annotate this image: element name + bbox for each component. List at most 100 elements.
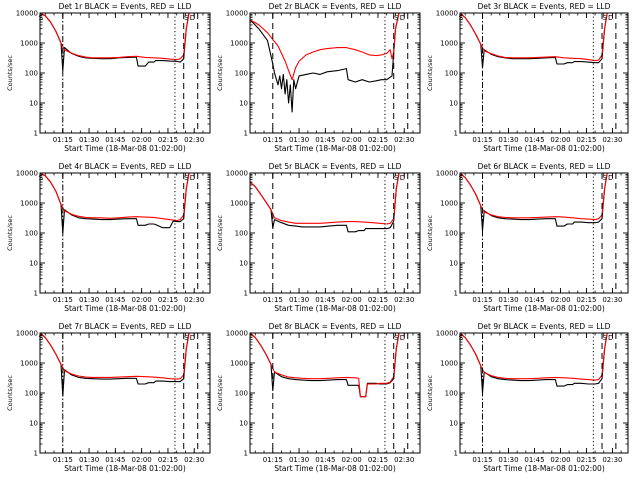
saa-marker-label: D bbox=[400, 334, 405, 342]
x-tick-label: 02:00 bbox=[342, 136, 362, 144]
x-tick-label: 02:30 bbox=[394, 296, 414, 304]
y-tick-label: 10000 bbox=[16, 10, 38, 18]
series-line-events bbox=[250, 333, 400, 398]
panel-title: Det 5r BLACK = Events, RED = LLD bbox=[269, 162, 402, 171]
panel-title: Det 6r BLACK = Events, RED = LLD bbox=[478, 162, 611, 171]
x-tick-label: 02:30 bbox=[602, 296, 622, 304]
y-tick-label: 100 bbox=[25, 70, 38, 78]
saa-marker-label: S bbox=[184, 14, 189, 22]
x-axis-label: Start Time (18-Mar-08 01:02:00) bbox=[64, 144, 186, 153]
y-tick-label: 1000 bbox=[440, 40, 458, 48]
y-axis-label: Counts/sec bbox=[6, 55, 14, 91]
series-line-lld bbox=[250, 333, 400, 398]
saa-marker-label: D bbox=[190, 174, 195, 182]
saa-marker-label: S bbox=[459, 334, 464, 342]
y-tick-label: 1000 bbox=[20, 40, 38, 48]
series-line-events bbox=[40, 333, 190, 397]
y-tick-label: 1000 bbox=[440, 360, 458, 368]
saa-marker-label: S bbox=[459, 14, 464, 22]
y-axis-label: Counts/sec bbox=[426, 215, 434, 251]
y-tick-label: 10000 bbox=[436, 330, 458, 338]
y-tick-label: 10000 bbox=[226, 170, 248, 178]
y-tick-label: 10000 bbox=[436, 10, 458, 18]
detector-panel-1: Det 1r BLACK = Events, RED = LLD 1 10 100 10… bbox=[6, 2, 211, 153]
x-tick-label: 01:30 bbox=[79, 296, 99, 304]
x-tick-label: 02:30 bbox=[394, 456, 414, 464]
x-tick-label: 01:30 bbox=[289, 296, 309, 304]
x-tick-label: 01:30 bbox=[289, 456, 309, 464]
x-tick-label: 02:00 bbox=[132, 456, 152, 464]
y-tick-label: 1 bbox=[454, 290, 458, 298]
y-tick-label: 10 bbox=[29, 100, 38, 108]
x-tick-label: 02:00 bbox=[132, 296, 152, 304]
x-axis-label: Start Time (18-Mar-08 01:02:00) bbox=[64, 464, 186, 473]
y-tick-label: 1 bbox=[454, 450, 458, 458]
x-tick-label: 01:45 bbox=[105, 136, 125, 144]
saa-marker-label: S bbox=[602, 14, 607, 22]
saa-marker-label: S bbox=[184, 174, 189, 182]
saa-marker-label: D bbox=[608, 14, 613, 22]
y-tick-label: 100 bbox=[445, 390, 458, 398]
y-axis-label: Counts/sec bbox=[216, 215, 224, 251]
x-axis-label: Start Time (18-Mar-08 01:02:00) bbox=[483, 304, 605, 313]
saa-marker-label: S bbox=[602, 334, 607, 342]
x-tick-label: 02:15 bbox=[576, 456, 596, 464]
y-tick-label: 1 bbox=[454, 130, 458, 138]
x-tick-label: 02:30 bbox=[394, 136, 414, 144]
panel-title: Det 3r BLACK = Events, RED = LLD bbox=[478, 2, 611, 11]
x-tick-label: 01:30 bbox=[498, 456, 518, 464]
saa-marker-label: S bbox=[39, 14, 44, 22]
y-tick-label: 10 bbox=[29, 420, 38, 428]
x-tick-label: 02:00 bbox=[132, 136, 152, 144]
detector-panel-2: Det 2r BLACK = Events, RED = LLD 1 10 100 10… bbox=[216, 2, 421, 153]
x-tick-label: 01:30 bbox=[498, 136, 518, 144]
y-tick-label: 100 bbox=[445, 70, 458, 78]
series-line-events bbox=[40, 173, 190, 234]
y-tick-label: 1 bbox=[244, 130, 248, 138]
series-line-lld bbox=[40, 333, 190, 380]
y-tick-label: 1 bbox=[244, 450, 248, 458]
x-tick-label: 01:15 bbox=[53, 456, 73, 464]
x-tick-label: 01:45 bbox=[524, 296, 544, 304]
saa-marker-label: S bbox=[394, 174, 399, 182]
x-tick-label: 02:15 bbox=[368, 456, 388, 464]
x-axis-label: Start Time (18-Mar-08 01:02:00) bbox=[274, 144, 396, 153]
x-tick-label: 02:00 bbox=[550, 136, 570, 144]
x-tick-label: 02:15 bbox=[368, 136, 388, 144]
x-tick-label: 01:45 bbox=[315, 296, 335, 304]
series-line-events bbox=[460, 13, 608, 69]
x-tick-label: 01:45 bbox=[524, 136, 544, 144]
x-tick-label: 01:45 bbox=[105, 296, 125, 304]
detector-panel-3: Det 3r BLACK = Events, RED = LLD 1 10 100 10… bbox=[426, 2, 629, 153]
x-axis-label: Start Time (18-Mar-08 01:02:00) bbox=[483, 144, 605, 153]
x-tick-label: 01:45 bbox=[315, 136, 335, 144]
saa-marker-label: D bbox=[400, 174, 405, 182]
y-tick-label: 10000 bbox=[16, 170, 38, 178]
detector-panel-5: Det 5r BLACK = Events, RED = LLD 1 10 100 10… bbox=[216, 162, 421, 313]
y-tick-label: 1 bbox=[34, 450, 38, 458]
y-axis-label: Counts/sec bbox=[426, 55, 434, 91]
panel-title: Det 8r BLACK = Events, RED = LLD bbox=[269, 322, 402, 331]
saa-marker-label: S bbox=[39, 334, 44, 342]
x-tick-label: 01:45 bbox=[524, 456, 544, 464]
saa-marker-label: S bbox=[394, 14, 399, 22]
series-line-events bbox=[250, 173, 400, 233]
y-tick-label: 1000 bbox=[20, 360, 38, 368]
saa-marker-label: D bbox=[400, 14, 405, 22]
x-tick-label: 01:45 bbox=[105, 456, 125, 464]
x-tick-label: 01:30 bbox=[498, 296, 518, 304]
series-line-lld bbox=[40, 173, 190, 222]
y-tick-label: 10000 bbox=[226, 330, 248, 338]
saa-marker-label: S bbox=[459, 174, 464, 182]
series-line-lld bbox=[250, 173, 400, 225]
y-tick-label: 10000 bbox=[226, 10, 248, 18]
y-tick-label: 1 bbox=[34, 130, 38, 138]
x-tick-label: 01:15 bbox=[472, 456, 492, 464]
x-tick-label: 02:30 bbox=[184, 296, 204, 304]
x-tick-label: 02:30 bbox=[602, 456, 622, 464]
y-tick-label: 10 bbox=[449, 420, 458, 428]
y-tick-label: 1000 bbox=[20, 200, 38, 208]
panel-title: Det 2r BLACK = Events, RED = LLD bbox=[269, 2, 402, 11]
